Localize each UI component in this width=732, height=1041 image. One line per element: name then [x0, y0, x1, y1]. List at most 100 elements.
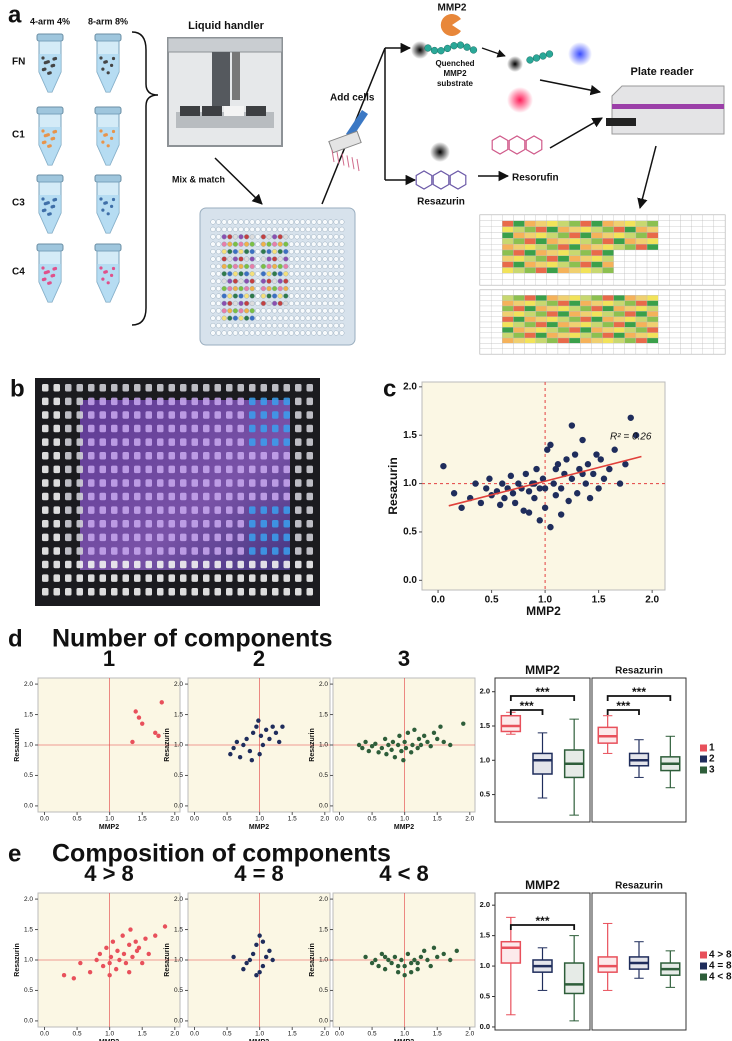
- heat-cell: [546, 255, 559, 262]
- heat-cell: [624, 343, 637, 349]
- heat-cell: [713, 249, 726, 256]
- well: [295, 452, 302, 460]
- point: [133, 939, 138, 944]
- point: [501, 494, 508, 502]
- point: [273, 730, 279, 736]
- heat-cell: [646, 249, 659, 256]
- well: [238, 263, 244, 270]
- panel-label: b: [10, 375, 25, 402]
- point: [254, 724, 259, 729]
- heat-cell: [624, 295, 637, 301]
- heat-cell: [713, 316, 726, 323]
- heat-cell: [624, 220, 637, 227]
- well: [300, 234, 306, 240]
- heat-cell: [479, 238, 492, 245]
- panel-label: d: [8, 625, 23, 652]
- well: [122, 384, 129, 392]
- point: [120, 933, 125, 938]
- heat-cell: [613, 279, 625, 286]
- resazurin-ring: [449, 170, 467, 190]
- heat-cell: [669, 261, 681, 268]
- well: [244, 315, 250, 321]
- point: [421, 948, 427, 954]
- plate-reader: [611, 85, 725, 135]
- heat-cell: [568, 279, 581, 286]
- heat-cell: [691, 337, 703, 344]
- well: [300, 263, 306, 270]
- heat-cell: [490, 348, 503, 355]
- heat-cell: [658, 244, 670, 251]
- well: [333, 263, 339, 270]
- row-label: C4: [12, 267, 25, 278]
- well: [237, 547, 244, 555]
- heat-cell: [502, 273, 514, 280]
- legend-swatch: [700, 744, 707, 752]
- point: [435, 954, 440, 960]
- heat-cell: [613, 332, 625, 339]
- well: [333, 241, 339, 247]
- well: [288, 256, 295, 262]
- well: [333, 249, 339, 255]
- well: [216, 271, 222, 277]
- well: [180, 452, 187, 460]
- heat-cell: [524, 321, 536, 328]
- heat-cell: [691, 327, 703, 333]
- well: [210, 315, 216, 321]
- well: [272, 271, 278, 277]
- point: [574, 490, 581, 497]
- point: [579, 436, 586, 444]
- well: [306, 452, 313, 460]
- well: [191, 411, 198, 419]
- y-tick-label: 0.0: [24, 803, 33, 810]
- well: [305, 330, 311, 336]
- well: [227, 263, 233, 270]
- well: [249, 315, 255, 321]
- well: [134, 588, 141, 596]
- heat-cell: [624, 305, 637, 312]
- lh-top: [167, 37, 283, 53]
- well: [227, 286, 233, 292]
- heat-cell: [658, 327, 670, 333]
- well: [283, 465, 290, 474]
- point: [511, 499, 519, 507]
- point: [263, 727, 269, 732]
- well: [111, 411, 118, 419]
- heat-cell: [713, 220, 726, 227]
- heat-cell: [557, 267, 570, 274]
- y-tick-label: 0.5: [480, 790, 490, 799]
- row-label: C1: [12, 130, 25, 141]
- heat-cell: [490, 316, 503, 323]
- well: [65, 479, 72, 487]
- heat-cell: [591, 220, 603, 227]
- well: [244, 219, 250, 225]
- well: [221, 278, 227, 284]
- well: [260, 256, 267, 262]
- heat-cell: [624, 232, 637, 239]
- well: [272, 219, 278, 225]
- point: [536, 485, 543, 492]
- well: [221, 300, 227, 307]
- well: [203, 438, 210, 446]
- well: [249, 506, 256, 514]
- heat-cell: [669, 267, 681, 274]
- heat-cell: [524, 238, 536, 245]
- well: [232, 315, 239, 321]
- x-tick-label: 1.5: [288, 816, 297, 823]
- well: [76, 397, 83, 406]
- well: [295, 574, 302, 582]
- well: [283, 226, 289, 233]
- well: [260, 465, 267, 474]
- heat-cell: [513, 295, 525, 301]
- heat-cell: [557, 279, 570, 286]
- heat-cell: [535, 220, 547, 227]
- x-tick-label: 1.0: [105, 1031, 114, 1038]
- well: [221, 330, 227, 336]
- heat-cell: [680, 321, 692, 328]
- well: [295, 411, 302, 419]
- heat-cell: [613, 295, 625, 301]
- well: [272, 330, 278, 336]
- well: [255, 308, 261, 314]
- heat-cell: [513, 311, 525, 317]
- heat-cell: [535, 279, 547, 286]
- well: [339, 308, 345, 314]
